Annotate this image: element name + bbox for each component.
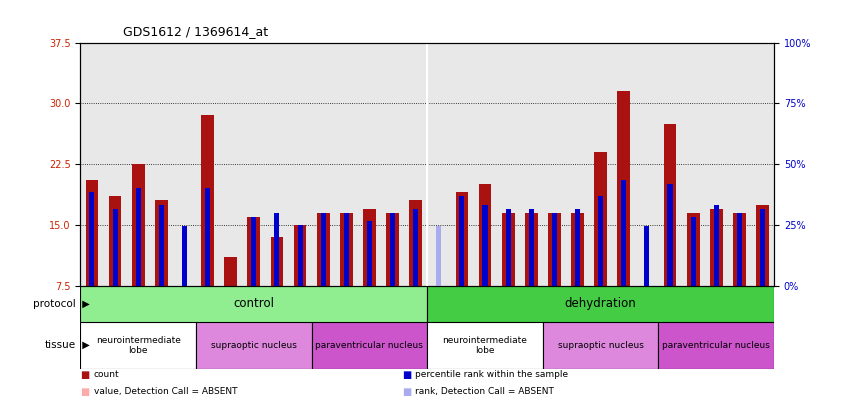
Bar (80, 322, 196, 369)
Bar (182, 226, 187, 286)
Bar (663, 124, 677, 286)
Text: control: control (233, 297, 274, 310)
Bar (390, 213, 395, 286)
Text: ■: ■ (80, 370, 90, 379)
Bar (247, 217, 261, 286)
Bar (108, 196, 122, 286)
Bar (479, 184, 492, 286)
Text: ▶: ▶ (76, 299, 90, 309)
Bar (733, 213, 746, 286)
Bar (571, 213, 584, 286)
Bar (205, 188, 210, 286)
Bar (502, 213, 514, 286)
Bar (386, 213, 399, 286)
Bar (525, 213, 538, 286)
Bar (90, 192, 95, 286)
Bar (274, 213, 279, 286)
Bar (155, 200, 168, 286)
Bar (132, 164, 145, 286)
Text: count: count (94, 370, 119, 379)
Bar (159, 205, 164, 286)
Text: paraventricular nucleus: paraventricular nucleus (316, 341, 423, 350)
Bar (687, 213, 700, 286)
Text: supraoptic nucleus: supraoptic nucleus (211, 341, 297, 350)
Text: neurointermediate
lobe: neurointermediate lobe (96, 336, 180, 355)
Bar (737, 213, 742, 286)
Bar (437, 226, 442, 286)
Bar (690, 217, 695, 286)
Text: value, Detection Call = ABSENT: value, Detection Call = ABSENT (94, 387, 238, 396)
Bar (594, 152, 607, 286)
Bar (251, 217, 256, 286)
Bar (618, 91, 630, 286)
Text: supraoptic nucleus: supraoptic nucleus (558, 341, 644, 350)
Text: GDS1612 / 1369614_at: GDS1612 / 1369614_at (123, 26, 268, 38)
Bar (135, 188, 140, 286)
Bar (756, 205, 769, 286)
Bar (196, 322, 311, 369)
Bar (224, 257, 237, 286)
Bar (506, 209, 511, 286)
Text: protocol: protocol (33, 299, 76, 309)
Bar (645, 226, 650, 286)
Bar (529, 209, 534, 286)
Bar (316, 213, 330, 286)
Bar (667, 184, 673, 286)
Bar (367, 221, 372, 286)
Bar (85, 180, 98, 286)
Bar (413, 209, 418, 286)
Bar (343, 213, 349, 286)
Text: ■: ■ (402, 370, 411, 379)
Bar (552, 213, 557, 286)
Bar (710, 209, 722, 286)
Text: paraventricular nucleus: paraventricular nucleus (662, 341, 770, 350)
Text: tissue: tissue (45, 340, 76, 350)
Bar (294, 225, 306, 286)
Text: dehydration: dehydration (565, 297, 636, 310)
Bar (363, 209, 376, 286)
Text: ▶: ▶ (76, 340, 90, 350)
Bar (760, 209, 765, 286)
Bar (548, 213, 561, 286)
Bar (80, 286, 427, 322)
Text: neurointermediate
lobe: neurointermediate lobe (442, 336, 527, 355)
Bar (427, 286, 774, 322)
Bar (298, 225, 303, 286)
Bar (459, 196, 464, 286)
Bar (321, 213, 326, 286)
Bar (598, 196, 603, 286)
Text: rank, Detection Call = ABSENT: rank, Detection Call = ABSENT (415, 387, 554, 396)
Bar (311, 322, 427, 369)
Bar (427, 322, 543, 369)
Bar (409, 200, 422, 286)
Bar (621, 180, 626, 286)
Bar (714, 205, 719, 286)
Text: percentile rank within the sample: percentile rank within the sample (415, 370, 569, 379)
Bar (482, 205, 487, 286)
Bar (113, 209, 118, 286)
Bar (201, 115, 214, 286)
Bar (271, 237, 283, 286)
Bar (543, 322, 658, 369)
Bar (575, 209, 580, 286)
Bar (658, 322, 774, 369)
Text: ■: ■ (402, 387, 411, 396)
Text: ■: ■ (80, 387, 90, 396)
Bar (340, 213, 353, 286)
Bar (455, 192, 469, 286)
